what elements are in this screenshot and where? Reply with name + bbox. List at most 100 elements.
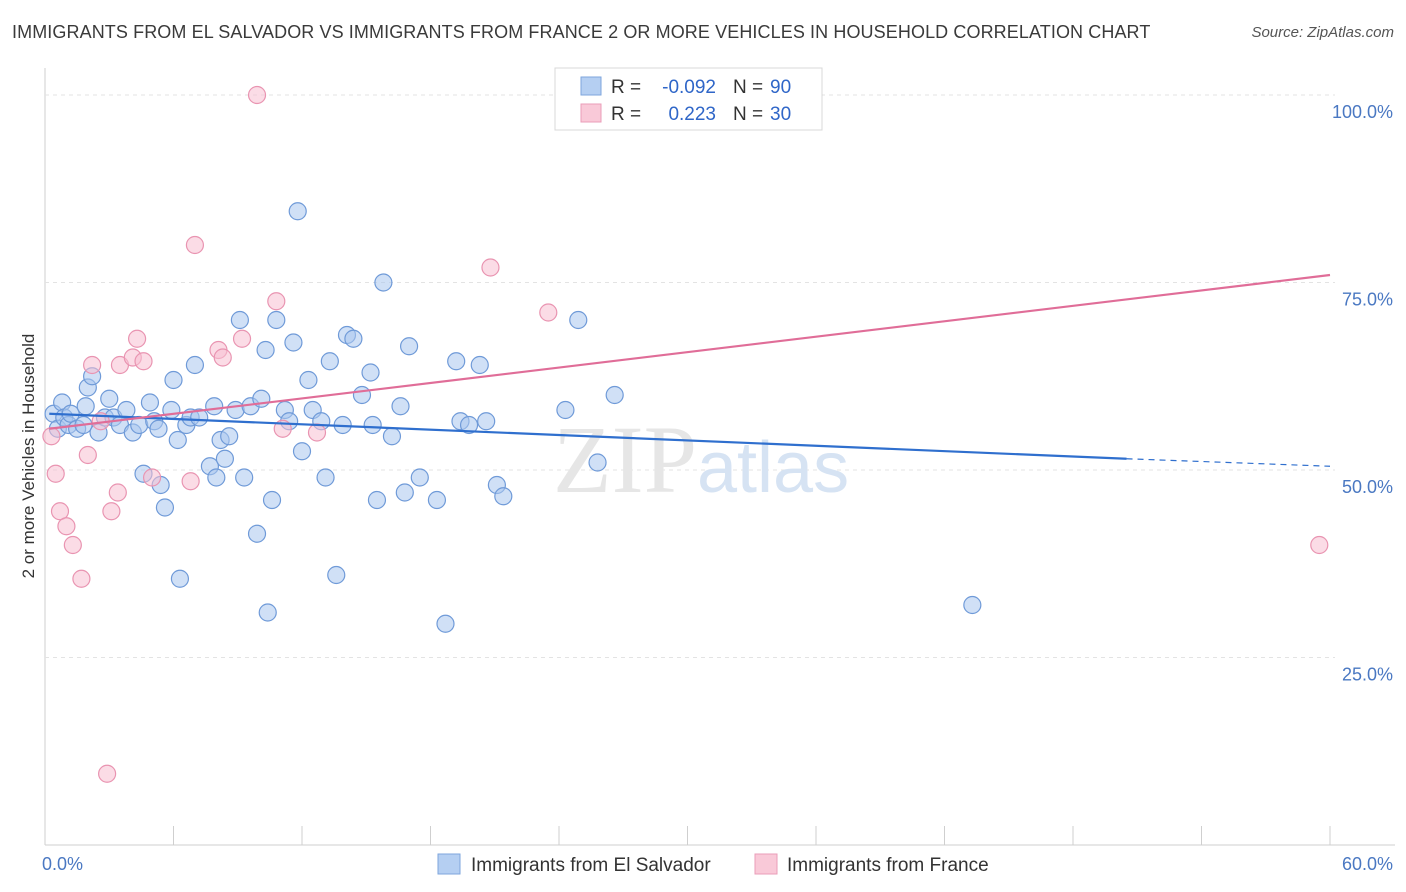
el-salvador-point-40 xyxy=(230,310,249,330)
series-france-points xyxy=(42,85,1329,783)
el-salvador-point-84 xyxy=(588,453,607,472)
el-salvador-point-13 xyxy=(100,389,119,408)
bottom-legend-swatch-france xyxy=(754,853,778,875)
el-salvador-point-34 xyxy=(205,397,224,416)
france-trend-line xyxy=(49,273,1331,430)
el-salvador-point-82 xyxy=(556,400,575,420)
france-point-22 xyxy=(247,85,267,105)
el-salvador-point-47 xyxy=(262,490,282,510)
el-salvador-point-32 xyxy=(190,408,209,427)
el-salvador-point-75 xyxy=(447,352,466,371)
legend-n-value-1: 30 xyxy=(770,104,791,125)
el-salvador-point-70 xyxy=(395,483,414,502)
el-salvador-point-8 xyxy=(76,397,95,416)
france-point-9 xyxy=(102,502,121,521)
legend-n-label-0: N = xyxy=(733,77,763,98)
el-salvador-point-27 xyxy=(168,430,187,450)
france-point-17 xyxy=(181,472,200,491)
el-salvador-trend-line xyxy=(49,412,1127,460)
el-salvador-point-28 xyxy=(170,569,190,588)
legend-r-label-1: R = xyxy=(611,104,641,125)
y-axis-title: 2 or more Vehicles in Household xyxy=(19,334,38,579)
el-salvador-point-81 xyxy=(494,487,513,506)
el-salvador-point-38 xyxy=(220,427,239,446)
el-salvador-point-26 xyxy=(164,370,183,390)
el-salvador-point-24 xyxy=(155,498,175,517)
y-tick-label-25: 25.0% xyxy=(1342,665,1393,685)
el-salvador-point-20 xyxy=(140,393,160,412)
el-salvador-point-62 xyxy=(344,329,363,348)
france-point-27 xyxy=(539,303,558,322)
france-point-29 xyxy=(1310,535,1329,555)
france-point-21 xyxy=(232,329,252,348)
el-salvador-point-39 xyxy=(226,400,245,420)
x-ticks xyxy=(44,826,1331,845)
el-salvador-point-79 xyxy=(477,412,496,431)
france-point-7 xyxy=(83,355,102,375)
series-legend: Immigrants from El Salvador Immigrants f… xyxy=(437,853,989,876)
el-salvador-point-67 xyxy=(374,273,393,292)
france-point-10 xyxy=(108,483,127,502)
el-salvador-point-64 xyxy=(361,363,380,382)
france-point-14 xyxy=(134,352,153,371)
el-salvador-point-37 xyxy=(215,449,234,468)
france-point-16 xyxy=(98,764,117,783)
france-point-23 xyxy=(267,292,286,311)
legend-swatch-el-salvador xyxy=(580,76,602,96)
el-salvador-point-58 xyxy=(320,352,339,371)
el-salvador-point-69 xyxy=(391,397,410,416)
bottom-legend-swatch-el-salvador xyxy=(437,853,461,875)
y-tick-label-100: 100.0% xyxy=(1332,102,1393,122)
el-salvador-point-83 xyxy=(569,310,588,330)
y-tick-label-50: 50.0% xyxy=(1342,477,1393,497)
el-salvador-point-43 xyxy=(247,524,267,543)
el-salvador-point-46 xyxy=(258,603,277,622)
france-point-0 xyxy=(42,427,61,446)
el-salvador-point-63 xyxy=(352,385,372,405)
el-salvador-point-35 xyxy=(207,468,226,487)
france-point-5 xyxy=(72,569,91,588)
france-point-6 xyxy=(78,445,97,465)
watermark: ZIPatlas xyxy=(553,406,849,513)
x-tick-label-max: 60.0% xyxy=(1342,854,1393,874)
legend-swatch-france xyxy=(580,103,602,123)
el-salvador-point-86 xyxy=(963,595,982,615)
france-point-1 xyxy=(46,464,65,483)
bottom-legend-label-el-salvador: Immigrants from El Salvador xyxy=(471,855,711,876)
legend-r-value-1: 0.223 xyxy=(668,104,716,125)
france-point-3 xyxy=(57,517,76,536)
chart-source: Source: ZipAtlas.com xyxy=(1251,24,1394,41)
el-salvador-point-31 xyxy=(185,355,205,375)
chart-title: IMMIGRANTS FROM EL SALVADOR VS IMMIGRANT… xyxy=(12,22,1151,42)
x-tick-label-min: 0.0% xyxy=(42,854,83,874)
france-point-2 xyxy=(50,502,70,521)
el-salvador-point-25 xyxy=(162,400,181,420)
france-point-20 xyxy=(213,348,232,367)
el-salvador-point-41 xyxy=(235,468,254,487)
bottom-legend-label-france: Immigrants from France xyxy=(787,855,989,876)
y-tick-labels: 100.0% 75.0% 50.0% 25.0% xyxy=(1332,102,1393,685)
el-salvador-point-65 xyxy=(363,415,382,435)
el-salvador-point-45 xyxy=(256,340,275,360)
legend-n-value-0: 90 xyxy=(770,77,791,98)
el-salvador-point-78 xyxy=(470,355,489,375)
series-el-salvador-points xyxy=(44,202,982,633)
trend-lines xyxy=(49,273,1331,467)
france-point-18 xyxy=(185,235,205,255)
el-salvador-point-77 xyxy=(459,415,479,435)
el-salvador-point-74 xyxy=(436,614,455,633)
correlation-legend: R = -0.092 N = 90 R = 0.223 N = 30 xyxy=(554,67,823,131)
france-point-13 xyxy=(127,329,147,348)
el-salvador-point-71 xyxy=(399,337,419,356)
el-salvador-trend-extension xyxy=(1126,458,1331,467)
legend-r-value-0: -0.092 xyxy=(662,77,716,98)
el-salvador-point-22 xyxy=(149,419,168,438)
france-point-26 xyxy=(481,258,500,277)
france-point-15 xyxy=(142,468,162,487)
el-salvador-point-72 xyxy=(410,468,429,487)
france-point-25 xyxy=(307,423,327,442)
el-salvador-point-53 xyxy=(292,442,312,461)
el-salvador-point-59 xyxy=(327,565,346,585)
el-salvador-point-73 xyxy=(427,490,447,510)
gridlines xyxy=(45,94,1335,658)
